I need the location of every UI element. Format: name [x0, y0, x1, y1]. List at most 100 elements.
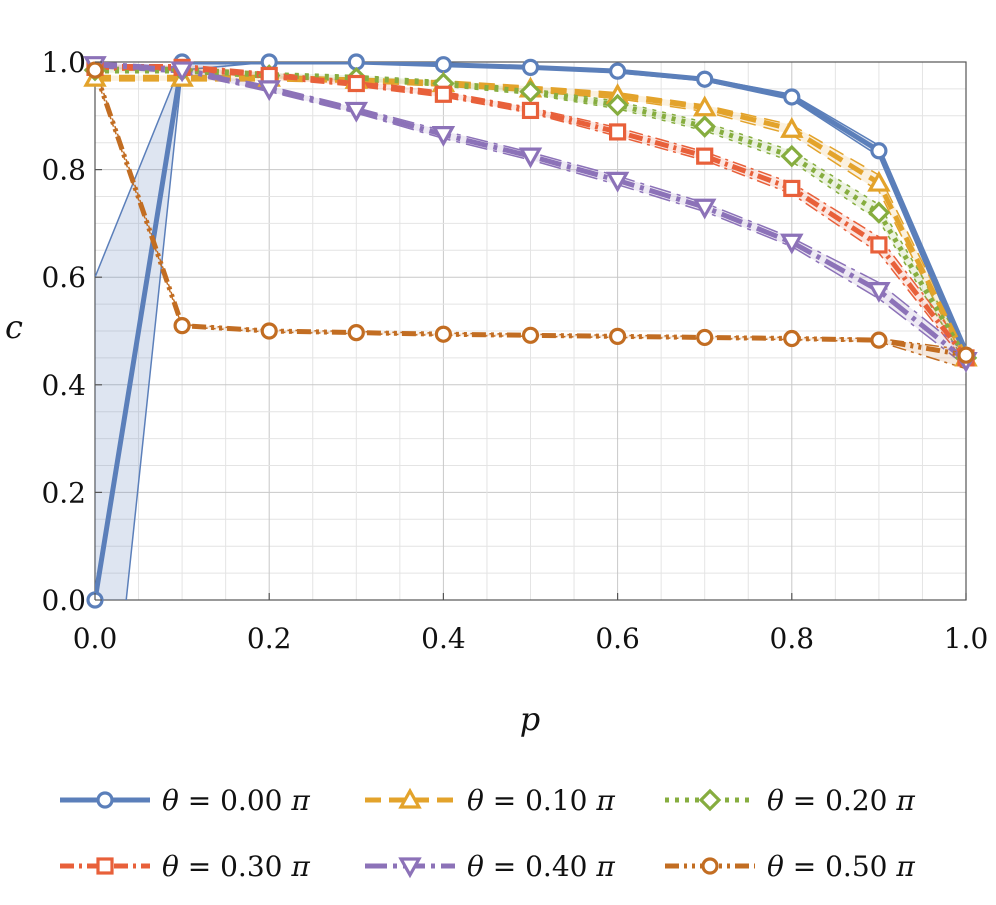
legend-item: θ = 0.30 π — [60, 850, 310, 883]
legend-label: θ = 0.00 π — [162, 784, 310, 817]
legend-label-unit: π — [595, 784, 615, 817]
y-tick-label: 0.6 — [41, 261, 86, 294]
legend-label-var: θ — [162, 784, 179, 817]
series-4-point — [605, 171, 630, 193]
legend-label-value: = 0.00 — [179, 784, 292, 817]
series-5-point — [347, 324, 365, 342]
x-axis-ticks: 0.0 0.2 0.4 0.6 0.8 1.0 — [73, 593, 989, 655]
series-markers — [83, 53, 978, 609]
legend-swatch-marker — [398, 857, 422, 879]
series-0-point — [434, 56, 452, 74]
series-3-point — [608, 123, 627, 141]
series-1-point — [692, 95, 717, 117]
y-tick-label: 0.8 — [41, 154, 86, 187]
legend-swatch-marker — [698, 788, 722, 812]
series-4-point — [257, 80, 281, 102]
x-tick-label: 0.6 — [595, 622, 640, 655]
legend-item: θ = 0.00 π — [60, 784, 310, 817]
legend-label-value: = 0.50 — [784, 850, 897, 883]
series-4-point — [780, 233, 804, 255]
series-0-point — [521, 58, 540, 76]
series-1-point — [867, 170, 891, 192]
series-2-point — [867, 201, 891, 224]
x-tick-label: 0.8 — [770, 622, 815, 655]
legend-label-unit: π — [290, 850, 310, 883]
legend-label: θ = 0.10 π — [467, 784, 615, 817]
series-0-point — [870, 142, 888, 160]
series-3-point — [434, 85, 452, 103]
x-tick-label: 0.4 — [421, 622, 466, 655]
y-tick-label: 0.2 — [41, 476, 86, 509]
series-3-point — [783, 179, 801, 198]
series-2-point — [780, 144, 804, 168]
series-4-point — [518, 147, 543, 169]
series-5-point — [608, 327, 627, 345]
legend-label-unit: π — [895, 784, 915, 817]
legend-label-var: θ — [767, 850, 784, 883]
legend-swatch-marker — [701, 857, 719, 875]
series-0-point — [783, 88, 801, 106]
series-4-point — [170, 61, 194, 83]
y-tick-label: 0.0 — [41, 584, 86, 617]
legend-item: θ = 0.40 π — [365, 850, 615, 883]
series-5-point — [521, 326, 540, 344]
series-4-point — [867, 282, 891, 303]
legend-label-value: = 0.10 — [484, 784, 597, 817]
series-2-band-lower — [95, 72, 966, 364]
y-tick-label: 0.4 — [41, 369, 86, 402]
x-tick-label: 0.2 — [247, 622, 292, 655]
series-3-point — [870, 236, 888, 254]
series-4-point — [344, 101, 369, 123]
series-5-point — [86, 61, 104, 79]
legend-label-value: = 0.40 — [484, 850, 597, 883]
series-5-point — [173, 317, 191, 335]
series-2-point — [519, 80, 542, 103]
x-axis-label: p — [520, 700, 540, 738]
series-2-line — [95, 67, 966, 360]
series-2-point — [693, 115, 716, 138]
legend-label-var: θ — [467, 784, 484, 817]
x-tick-label: 1.0 — [944, 622, 989, 655]
legend-label-var: θ — [467, 850, 484, 883]
series-3-point — [347, 74, 365, 93]
legend-label-unit: π — [290, 784, 310, 817]
series-2-point — [606, 93, 629, 117]
legend-label-unit: π — [895, 850, 915, 883]
series-5-point — [434, 325, 452, 343]
legend-label-var: θ — [767, 784, 784, 817]
series-5-point — [870, 331, 888, 349]
y-tick-label: 1.0 — [41, 46, 86, 79]
legend-label-var: θ — [162, 850, 179, 883]
series-3-point — [521, 101, 540, 120]
y-axis-ticks: 0.0 0.2 0.4 0.6 0.8 1.0 — [41, 46, 102, 617]
series-4-band-upper — [95, 62, 966, 354]
legend-item: θ = 0.50 π — [665, 850, 915, 883]
legend-swatch-marker — [398, 787, 422, 809]
legend-label: θ = 0.50 π — [767, 850, 915, 883]
legend-item: θ = 0.20 π — [665, 784, 915, 817]
legend-swatch-marker — [96, 791, 114, 809]
series-5-point — [957, 346, 975, 364]
legend-label-value: = 0.30 — [179, 850, 292, 883]
legend-label: θ = 0.40 π — [467, 850, 615, 883]
y-axis-label: c — [5, 308, 23, 346]
series-0-point — [608, 62, 627, 80]
legend-swatch-marker — [96, 857, 114, 875]
legend-label: θ = 0.20 π — [767, 784, 915, 817]
legend-label-value: = 0.20 — [784, 784, 897, 817]
series-4-point — [692, 198, 717, 220]
series-4-point — [431, 126, 456, 147]
series-1-point — [780, 116, 804, 138]
series-0-point — [696, 70, 714, 88]
series-5-point — [260, 322, 278, 340]
legend-label-unit: π — [595, 850, 615, 883]
series-5-line — [95, 69, 966, 358]
x-tick-label: 0.0 — [73, 622, 118, 655]
series-5-point — [696, 328, 714, 347]
legend-item: θ = 0.10 π — [365, 784, 615, 817]
series-5-band-upper — [95, 67, 966, 351]
series-3-point — [696, 147, 714, 165]
legend-label: θ = 0.30 π — [162, 850, 310, 883]
